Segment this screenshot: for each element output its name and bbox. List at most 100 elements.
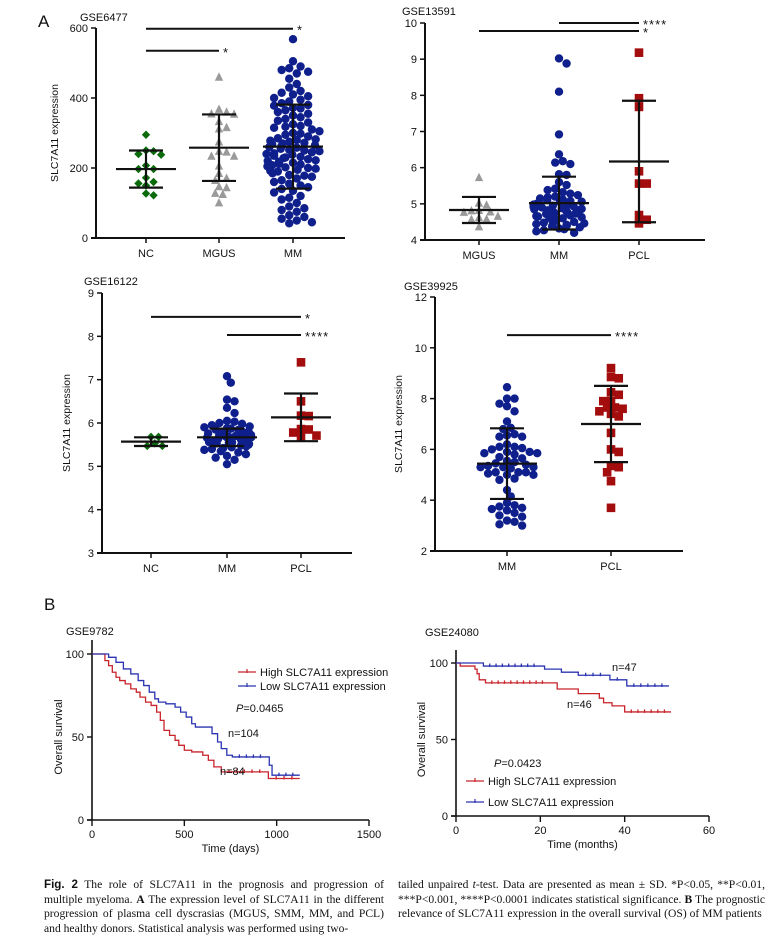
x-tick-label: MM xyxy=(550,250,568,262)
y-tick-label: 0 xyxy=(82,233,88,245)
data-point-circle xyxy=(293,69,301,77)
p-value: =0.0423 xyxy=(501,758,541,770)
data-point-circle xyxy=(277,89,285,97)
data-point-circle xyxy=(518,513,526,521)
data-point-circle xyxy=(304,92,312,100)
x-tick-label: 20 xyxy=(534,825,546,837)
x-tick-label: NC xyxy=(143,563,159,575)
n-label: n=84 xyxy=(220,766,245,778)
data-point-circle xyxy=(296,87,304,95)
data-point-square xyxy=(614,448,623,457)
y-tick-label: 8 xyxy=(88,331,94,343)
data-point-circle xyxy=(270,94,278,102)
data-point-square xyxy=(297,358,306,367)
data-point-circle xyxy=(491,468,499,476)
x-tick-label: MGUS xyxy=(463,250,496,262)
data-point-triangle xyxy=(215,72,223,80)
significance-label: * xyxy=(223,45,229,60)
data-point-square xyxy=(607,477,616,486)
y-tick-label: 100 xyxy=(430,658,448,670)
y-tick-label: 400 xyxy=(70,93,88,105)
data-point-circle xyxy=(534,212,542,220)
y-tick-label: 10 xyxy=(415,343,427,355)
data-point-circle xyxy=(559,157,567,165)
data-point-square xyxy=(614,412,623,421)
caption-bold-a: A xyxy=(136,893,144,906)
data-point-circle xyxy=(510,407,518,415)
x-tick-label: 1500 xyxy=(357,829,381,841)
data-point-circle xyxy=(522,468,530,476)
data-point-circle xyxy=(488,505,496,513)
significance-label: * xyxy=(305,311,311,326)
data-point-circle xyxy=(532,227,540,235)
x-tick-label: 60 xyxy=(703,825,715,837)
data-point-square xyxy=(642,179,651,188)
data-point-circle xyxy=(510,430,518,438)
data-point-circle xyxy=(227,379,235,387)
data-point-circle xyxy=(223,460,231,468)
km-chart-gse24080: GSE24080Overall survivalTime (months)050… xyxy=(416,627,715,851)
y-tick-label: 200 xyxy=(70,163,88,175)
x-axis-label: Time (months) xyxy=(547,839,618,851)
survival-curve-high xyxy=(456,663,671,712)
data-point-circle xyxy=(525,448,533,456)
data-point-circle xyxy=(304,110,312,118)
data-point-circle xyxy=(227,443,235,451)
data-point-circle xyxy=(532,220,540,228)
y-tick-label: 7 xyxy=(88,375,94,387)
chart-title: GSE24080 xyxy=(425,627,479,639)
data-point-circle xyxy=(285,219,293,227)
y-axis-label: Overall survival xyxy=(53,699,65,774)
data-point-circle xyxy=(518,521,526,529)
x-tick-label: PCL xyxy=(600,561,621,573)
scatter-chart-gse13591: GSE13591 4 5 6 7 8 9 10 MGUS MM PCL ***** xyxy=(402,6,705,262)
chart-title: GSE13591 xyxy=(402,6,456,18)
data-point-circle xyxy=(296,153,304,161)
data-point-circle xyxy=(540,218,548,226)
significance-label: **** xyxy=(615,329,639,344)
x-tick-label: MM xyxy=(498,561,516,573)
data-point-circle xyxy=(293,208,301,216)
data-point-circle xyxy=(503,506,511,514)
data-point-circle xyxy=(510,450,518,458)
data-point-circle xyxy=(555,54,563,62)
data-point-circle xyxy=(211,453,219,461)
data-point-circle xyxy=(285,211,293,219)
data-point-square xyxy=(595,407,604,416)
chart-title: GSE39925 xyxy=(404,281,458,293)
data-point-circle xyxy=(503,516,511,524)
data-point-square xyxy=(312,431,321,440)
data-point-circle xyxy=(555,88,563,96)
y-tick-label: 0 xyxy=(78,815,84,827)
group-mgus xyxy=(460,173,502,231)
significance-label: * xyxy=(297,23,303,38)
data-point-circle xyxy=(566,190,574,198)
data-point-square xyxy=(614,390,623,399)
data-point-diamond xyxy=(142,189,150,197)
data-point-diamond xyxy=(149,191,157,199)
chart-title: GSE9782 xyxy=(66,626,114,638)
data-point-circle xyxy=(315,147,323,155)
data-point-circle xyxy=(234,448,242,456)
data-point-triangle xyxy=(467,215,475,223)
data-point-diamond xyxy=(149,178,157,186)
data-point-circle xyxy=(296,96,304,104)
y-tick-label: 7 xyxy=(411,127,417,139)
data-point-triangle xyxy=(482,214,490,222)
data-point-square xyxy=(607,373,616,382)
data-point-circle xyxy=(270,124,278,132)
data-point-circle xyxy=(281,106,289,114)
caption-text-3: tailed unpaired xyxy=(398,878,473,891)
y-tick-label: 9 xyxy=(88,288,94,300)
data-point-circle xyxy=(311,156,319,164)
data-point-diamond xyxy=(157,151,165,159)
data-point-circle xyxy=(495,443,503,451)
data-point-circle xyxy=(281,163,289,171)
data-point-circle xyxy=(510,518,518,526)
y-tick-label: 4 xyxy=(411,235,417,247)
data-point-circle xyxy=(304,183,312,191)
p-value-label: P=0.0465 xyxy=(236,703,283,715)
data-point-triangle xyxy=(222,183,230,191)
p-value: =0.0465 xyxy=(243,703,283,715)
figure-number: Fig. 2 xyxy=(44,878,78,891)
